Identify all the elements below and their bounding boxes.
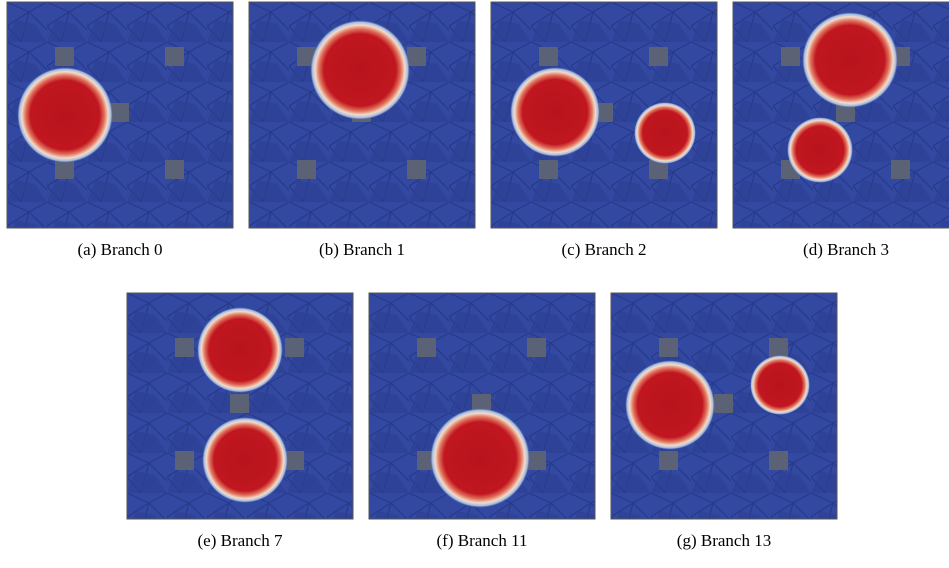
obstacle bbox=[407, 160, 426, 179]
obstacle bbox=[714, 394, 733, 413]
caption: (a) Branch 0 bbox=[78, 240, 163, 259]
panel bbox=[6, 1, 234, 229]
blob bbox=[802, 12, 898, 108]
obstacle bbox=[55, 160, 74, 179]
blob bbox=[787, 117, 853, 183]
obstacle bbox=[230, 394, 249, 413]
obstacle bbox=[769, 451, 788, 470]
obstacle bbox=[285, 451, 304, 470]
obstacle bbox=[891, 160, 910, 179]
blob bbox=[625, 360, 715, 450]
obstacle bbox=[165, 160, 184, 179]
panel bbox=[490, 1, 718, 229]
obstacle bbox=[297, 160, 316, 179]
blob bbox=[430, 408, 530, 508]
obstacle bbox=[649, 47, 668, 66]
panel bbox=[126, 292, 354, 520]
obstacle bbox=[417, 338, 436, 357]
panel bbox=[368, 292, 596, 520]
panel bbox=[248, 1, 476, 229]
obstacle bbox=[659, 338, 678, 357]
obstacle bbox=[110, 103, 129, 122]
obstacle bbox=[539, 160, 558, 179]
caption: (b) Branch 1 bbox=[319, 240, 405, 259]
blob bbox=[197, 307, 283, 393]
obstacle bbox=[527, 338, 546, 357]
obstacle bbox=[285, 338, 304, 357]
caption: (e) Branch 7 bbox=[198, 531, 283, 550]
obstacle bbox=[407, 47, 426, 66]
panel bbox=[610, 292, 838, 520]
blob bbox=[510, 67, 600, 157]
blob bbox=[634, 102, 696, 164]
blob bbox=[202, 417, 288, 503]
caption: (g) Branch 13 bbox=[677, 531, 771, 550]
obstacle bbox=[175, 338, 194, 357]
obstacle bbox=[659, 451, 678, 470]
obstacle bbox=[527, 451, 546, 470]
panel bbox=[732, 1, 949, 229]
obstacle bbox=[165, 47, 184, 66]
obstacle bbox=[769, 338, 788, 357]
blob bbox=[17, 67, 113, 163]
caption: (c) Branch 2 bbox=[562, 240, 647, 259]
caption: (f) Branch 11 bbox=[437, 531, 528, 550]
caption: (d) Branch 3 bbox=[803, 240, 889, 259]
obstacle bbox=[55, 47, 74, 66]
obstacle bbox=[539, 47, 558, 66]
obstacle bbox=[175, 451, 194, 470]
blob bbox=[310, 20, 410, 120]
blob bbox=[750, 355, 810, 415]
obstacle bbox=[649, 160, 668, 179]
obstacle bbox=[781, 47, 800, 66]
